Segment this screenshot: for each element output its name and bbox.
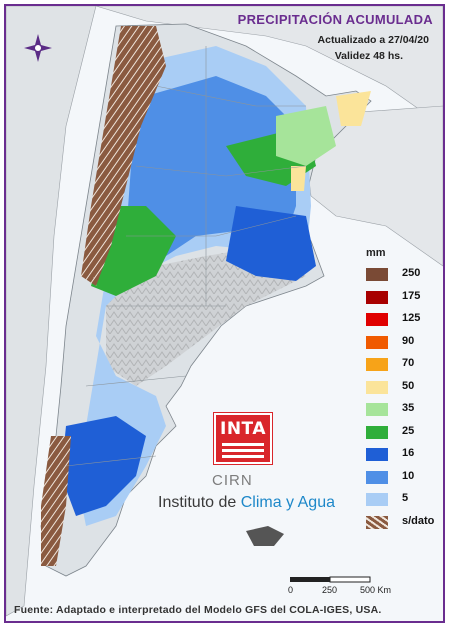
south-blue-area bbox=[61, 416, 146, 516]
yellow-area-central bbox=[291, 166, 306, 191]
validity-period: Validez 48 hs. bbox=[334, 50, 403, 62]
legend-swatch bbox=[366, 335, 388, 349]
scale-tick-0: 0 bbox=[288, 585, 294, 595]
legend-swatch bbox=[366, 515, 388, 529]
legend-swatch bbox=[366, 448, 388, 461]
malvinas-islands bbox=[246, 526, 284, 546]
cirn-label: CIRN bbox=[212, 472, 253, 489]
legend-label: 5 bbox=[402, 492, 409, 504]
institute-highlight: Clima y Agua bbox=[240, 494, 335, 511]
legend-label: s/dato bbox=[402, 514, 435, 527]
legend-label: 10 bbox=[402, 469, 415, 482]
legend-label: 35 bbox=[402, 402, 415, 414]
light-green-area bbox=[276, 106, 336, 166]
updated-date: Actualizado a 27/04/20 bbox=[317, 34, 429, 46]
legend-swatch bbox=[366, 313, 388, 326]
legend-label: 250 bbox=[402, 267, 421, 279]
legend-unit: mm bbox=[366, 247, 386, 259]
legend-label: 50 bbox=[402, 379, 415, 392]
institute-prefix: Instituto de bbox=[158, 494, 241, 511]
source-footer: Fuente: Adaptado e interpretado del Mode… bbox=[14, 604, 382, 616]
chile-land bbox=[6, 6, 97, 617]
compass-rose-icon bbox=[24, 34, 52, 62]
legend-label: 175 bbox=[402, 289, 421, 302]
legend-label: 90 bbox=[402, 334, 415, 347]
map-title: PRECIPITACIÓN ACUMULADA bbox=[237, 12, 433, 27]
no-data-andes-north bbox=[81, 26, 166, 286]
bolivia-paraguay-land bbox=[95, 6, 443, 127]
legend-swatch bbox=[366, 358, 388, 371]
no-data-andes-south bbox=[41, 436, 71, 566]
legend-swatch bbox=[366, 268, 388, 281]
scale-tick-250: 250 bbox=[322, 585, 338, 595]
legend-label: 16 bbox=[402, 447, 415, 459]
relief-area bbox=[106, 246, 306, 386]
legend-label: 25 bbox=[402, 424, 415, 437]
institute-name: Instituto de Clima y Agua bbox=[158, 494, 335, 512]
map-frame: PRECIPITACIÓN ACUMULADA Actualizado a 27… bbox=[4, 4, 445, 623]
legend-swatch bbox=[366, 470, 388, 484]
legend-label: 70 bbox=[402, 357, 415, 369]
precipitation-map bbox=[6, 6, 443, 617]
legend-swatch bbox=[366, 380, 388, 394]
legend-swatch bbox=[366, 290, 388, 304]
inta-logo: INTA bbox=[214, 413, 272, 464]
inta-logo-text: INTA bbox=[220, 419, 266, 439]
scale-tick-500: 500 Km bbox=[360, 585, 392, 595]
legend-label: 125 bbox=[402, 312, 421, 324]
legend-swatch bbox=[366, 425, 388, 439]
scale-bar: 0 250 500 Km bbox=[288, 575, 391, 603]
yellow-area-ne bbox=[336, 91, 371, 126]
legend-swatch bbox=[366, 493, 388, 506]
heavy-blue-area bbox=[226, 206, 316, 281]
legend-swatch bbox=[366, 403, 388, 416]
